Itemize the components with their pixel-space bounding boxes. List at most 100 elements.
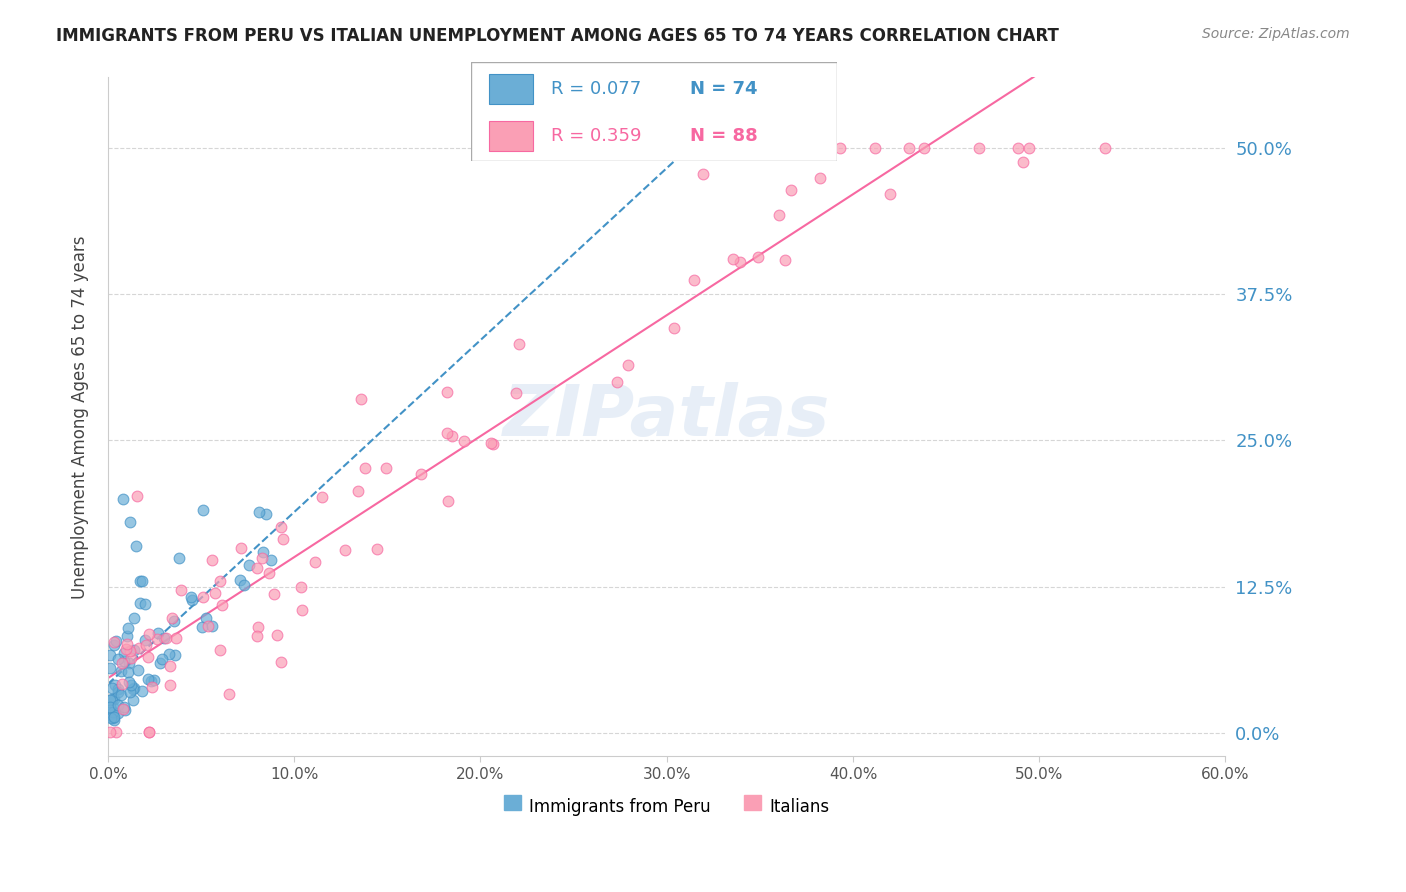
Italians	[209, 574, 232, 588]
Immigrants from Peru	[122, 682, 145, 697]
Italians	[664, 321, 686, 335]
Immigrants from Peru	[136, 672, 159, 686]
Italians	[683, 272, 706, 286]
Italians	[155, 631, 177, 645]
Immigrants from Peru	[153, 632, 176, 646]
Italians	[138, 650, 160, 665]
Immigrants from Peru	[163, 614, 186, 628]
Italians	[375, 460, 398, 475]
Italians	[830, 141, 852, 155]
Immigrants from Peru	[101, 692, 124, 706]
Italians	[482, 437, 505, 451]
Italians	[231, 541, 253, 556]
Immigrants from Peru	[115, 630, 138, 644]
Italians	[111, 677, 134, 691]
Text: IMMIGRANTS FROM PERU VS ITALIAN UNEMPLOYMENT AMONG AGES 65 TO 74 YEARS CORRELATI: IMMIGRANTS FROM PERU VS ITALIAN UNEMPLOY…	[56, 27, 1059, 45]
Italians	[291, 603, 314, 617]
Italians	[616, 359, 638, 373]
Immigrants from Peru	[110, 688, 132, 702]
Italians	[1094, 141, 1116, 155]
Immigrants from Peru	[201, 619, 224, 633]
Immigrants from Peru	[98, 705, 121, 719]
Italians	[773, 252, 796, 267]
Italians	[252, 550, 274, 565]
Italians	[479, 436, 502, 450]
Immigrants from Peru	[125, 539, 148, 553]
Immigrants from Peru	[103, 692, 125, 706]
Italians	[118, 643, 141, 657]
Italians	[436, 384, 458, 399]
Italians	[879, 187, 901, 202]
Italians	[191, 590, 214, 604]
Immigrants from Peru	[122, 611, 145, 625]
Italians	[246, 629, 269, 643]
Italians	[115, 637, 138, 651]
Italians	[333, 543, 356, 558]
Immigrants from Peru	[191, 620, 214, 634]
Text: Source: ZipAtlas.com: Source: ZipAtlas.com	[1202, 27, 1350, 41]
Italians	[1018, 141, 1040, 155]
Immigrants from Peru	[103, 710, 125, 724]
Italians	[758, 141, 780, 155]
Italians	[270, 520, 292, 534]
Italians	[125, 489, 148, 503]
Italians	[730, 255, 752, 269]
Immigrants from Peru	[98, 693, 121, 707]
Immigrants from Peru	[101, 711, 124, 725]
Immigrants from Peru	[122, 681, 145, 695]
Immigrants from Peru	[107, 681, 129, 696]
Italians	[159, 678, 181, 692]
Italians	[165, 632, 187, 646]
Italians	[160, 611, 183, 625]
Immigrants from Peru	[120, 678, 142, 692]
Immigrants from Peru	[149, 656, 172, 670]
Italians	[104, 724, 127, 739]
Italians	[768, 208, 790, 222]
Immigrants from Peru	[98, 648, 121, 663]
Italians	[204, 586, 226, 600]
Immigrants from Peru	[114, 699, 136, 714]
Immigrants from Peru	[139, 674, 162, 689]
Immigrants from Peru	[146, 625, 169, 640]
Immigrants from Peru	[124, 642, 146, 657]
Immigrants from Peru	[134, 597, 156, 611]
Italians	[263, 587, 285, 601]
Italians	[897, 141, 920, 155]
Immigrants from Peru	[103, 705, 125, 719]
Italians	[290, 580, 312, 594]
Immigrants from Peru	[114, 703, 136, 717]
Italians	[120, 651, 142, 665]
Immigrants from Peru	[254, 507, 277, 521]
Italians	[257, 566, 280, 580]
Immigrants from Peru	[131, 684, 153, 698]
Italians	[354, 461, 377, 475]
Italians	[453, 434, 475, 448]
Italians	[311, 490, 333, 504]
Immigrants from Peru	[107, 706, 129, 720]
Italians	[201, 553, 224, 567]
Italians	[138, 724, 160, 739]
Italians	[440, 429, 463, 443]
Immigrants from Peru	[104, 678, 127, 692]
Immigrants from Peru	[194, 611, 217, 625]
Italians	[350, 392, 373, 406]
Immigrants from Peru	[157, 647, 180, 661]
Italians	[747, 250, 769, 264]
FancyBboxPatch shape	[489, 74, 533, 103]
Italians	[218, 687, 240, 701]
Italians	[863, 141, 886, 155]
Immigrants from Peru	[107, 684, 129, 698]
Immigrants from Peru	[98, 661, 121, 675]
Immigrants from Peru	[118, 656, 141, 670]
Text: R = 0.359: R = 0.359	[551, 127, 643, 145]
Italians	[145, 632, 167, 646]
Immigrants from Peru	[100, 711, 122, 725]
Italians	[138, 724, 160, 739]
Immigrants from Peru	[117, 621, 139, 635]
Italians	[209, 643, 232, 657]
Text: N = 88: N = 88	[690, 127, 758, 145]
Italians	[197, 619, 219, 633]
Italians	[135, 638, 157, 652]
FancyBboxPatch shape	[471, 62, 837, 161]
Text: R = 0.077: R = 0.077	[551, 80, 641, 98]
